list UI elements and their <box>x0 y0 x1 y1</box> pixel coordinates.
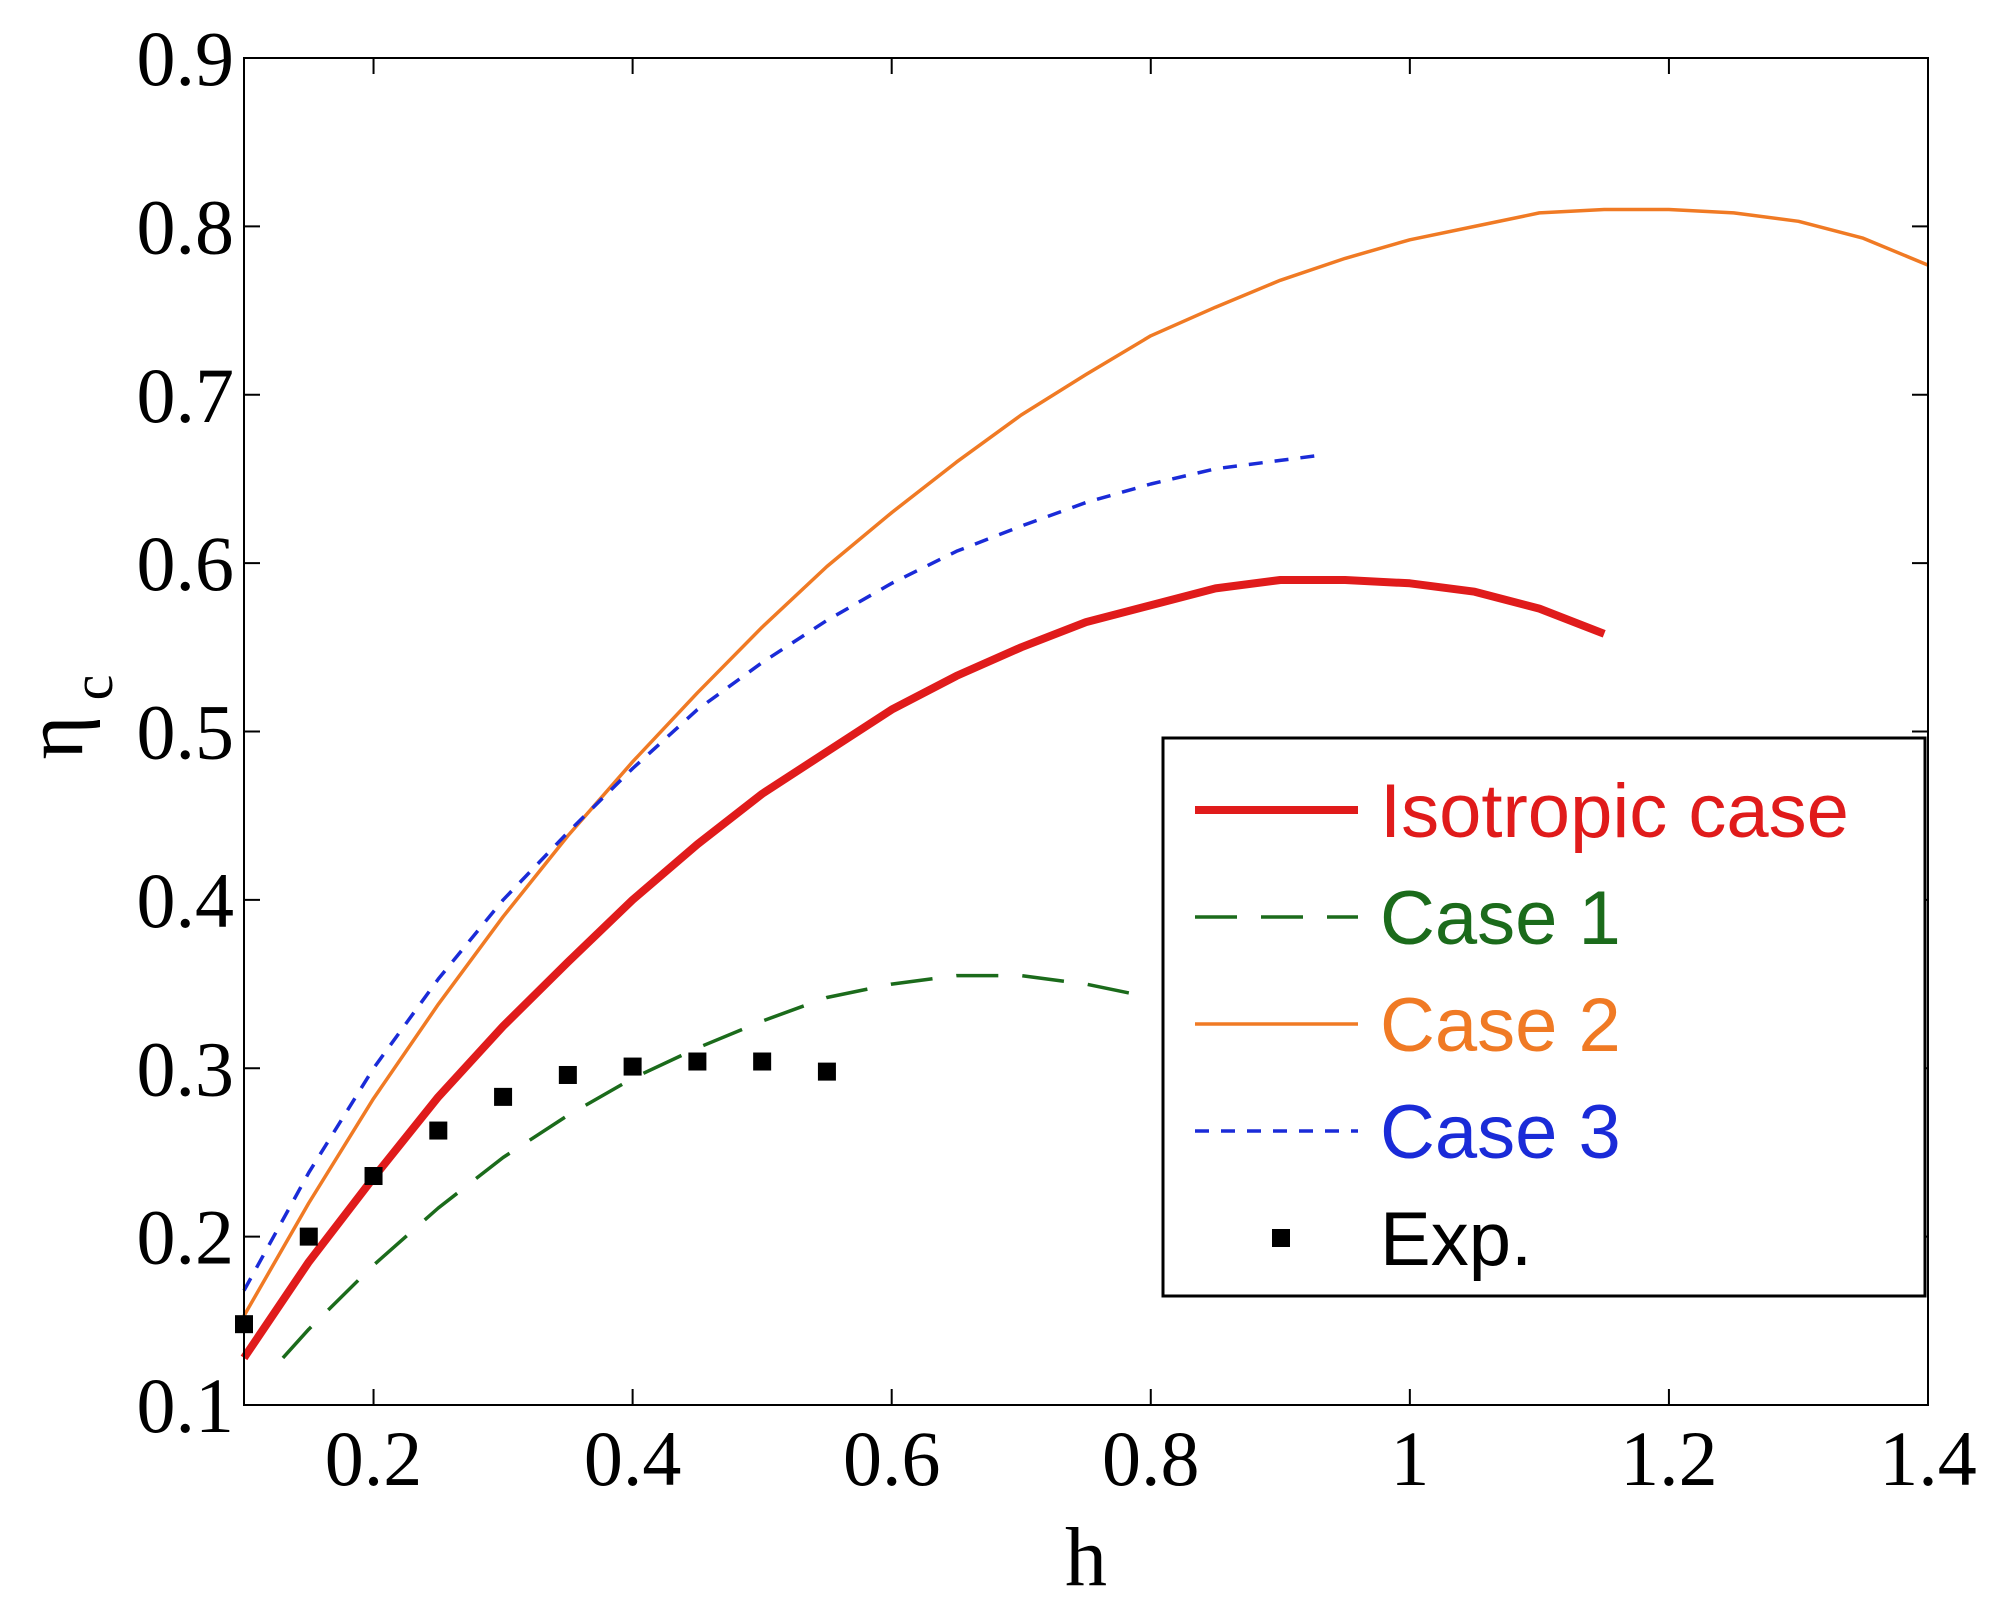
exp-point <box>558 1065 577 1084</box>
series-line-isotropic-case <box>240 576 1606 1361</box>
x-tick-label: 0.6 <box>843 1415 941 1502</box>
legend-label-exp: Exp. <box>1380 1197 1532 1282</box>
y-tick-label: 0.3 <box>137 1025 235 1112</box>
legend-box <box>1161 736 1927 1298</box>
legend-label-case-3: Case 3 <box>1380 1090 1621 1175</box>
exp-point <box>299 1227 318 1246</box>
legend: Isotropic case Case 1 Case 2 Case 3 Exp. <box>1161 736 1927 1298</box>
exp-point <box>364 1167 383 1186</box>
y-tick-label: 0.2 <box>137 1194 235 1281</box>
exp-point <box>817 1062 836 1081</box>
x-tick-label: 1 <box>1390 1415 1429 1502</box>
y-tick-label: 0.9 <box>137 15 235 102</box>
y-axis-title-subscript: c <box>60 675 125 701</box>
legend-label-case-2: Case 2 <box>1380 983 1621 1068</box>
x-tick-label: 0.2 <box>325 1415 423 1502</box>
exp-point <box>429 1121 448 1140</box>
y-tick-label: 0.1 <box>137 1362 235 1449</box>
series-line-case-2 <box>242 207 1929 1317</box>
y-axis-title-symbol: η <box>8 716 101 760</box>
series-line-case-1 <box>281 973 1152 1360</box>
x-tick-label: 1.4 <box>1879 1415 1977 1502</box>
legend-marker-exp <box>1272 1229 1290 1247</box>
series-layer <box>235 207 1929 1361</box>
x-tick-label: 0.8 <box>1102 1415 1200 1502</box>
y-axis-title: η c <box>8 675 125 760</box>
y-tick-label: 0.7 <box>137 352 235 439</box>
y-tick-label: 0.6 <box>137 520 235 607</box>
y-tick-label: 0.5 <box>137 689 235 776</box>
exp-point <box>494 1087 513 1106</box>
exp-point <box>753 1052 772 1071</box>
exp-point <box>623 1057 642 1076</box>
y-tick-label: 0.4 <box>137 857 235 944</box>
x-tick-label: 0.4 <box>584 1415 682 1502</box>
y-tick-label: 0.8 <box>137 183 235 270</box>
x-axis-title: h <box>1065 1511 1107 1604</box>
legend-label-case-1: Case 1 <box>1380 876 1621 961</box>
tick-layer: 0.2 0.4 0.6 0.8 1 1.2 1.4 0.1 0.2 0.3 0.4 0.5 0.6 0.7… <box>137 15 1977 1502</box>
legend-label-isotropic-case: Isotropic case <box>1380 769 1849 854</box>
exp-point <box>688 1052 707 1071</box>
series-line-case-3 <box>242 453 1320 1292</box>
x-tick-label: 1.2 <box>1620 1415 1718 1502</box>
